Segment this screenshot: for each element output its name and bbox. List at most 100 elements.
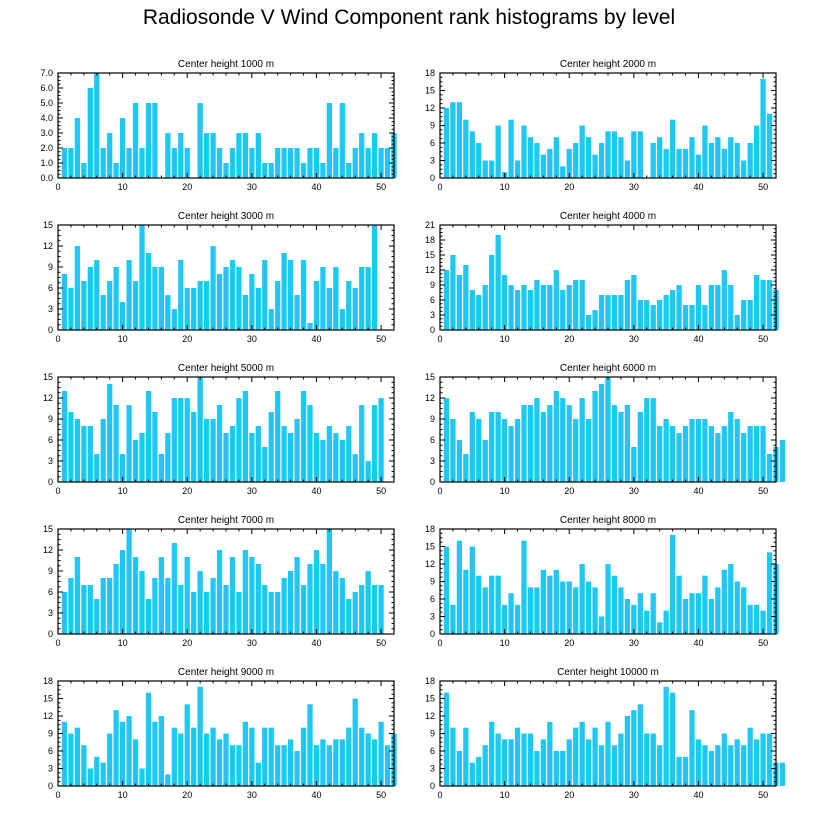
x-tick-label: 40: [311, 486, 321, 496]
y-tick-label: 0: [48, 629, 53, 639]
bar: [663, 610, 669, 634]
bar: [132, 440, 139, 482]
bar: [371, 405, 378, 482]
bar: [527, 405, 534, 482]
bar: [573, 143, 579, 178]
bar: [333, 267, 339, 330]
y-tick-label: 21: [425, 220, 435, 230]
bar: [682, 426, 689, 482]
y-tick-label: 15: [425, 250, 435, 260]
bar: [171, 543, 177, 634]
panel-title: Center height 7000 m: [178, 515, 274, 526]
y-tick-label: 3: [48, 764, 53, 774]
bar: [553, 569, 559, 634]
panel-1: Center height 1000 m 0 10 20 30 40 50 0.0 1.0 2.0…: [40, 59, 397, 192]
bar: [482, 285, 488, 330]
bar: [443, 692, 450, 786]
bar: [482, 587, 488, 634]
bar: [618, 412, 624, 482]
x-tick-label: 0: [55, 638, 60, 648]
bar: [165, 295, 171, 330]
bar: [152, 267, 158, 330]
bar: [326, 745, 333, 786]
bar: [766, 733, 773, 786]
bar: [242, 295, 249, 330]
bar: [268, 163, 274, 178]
bar: [229, 557, 236, 634]
bar: [139, 768, 145, 786]
bar: [74, 419, 81, 482]
bar: [68, 578, 74, 634]
bar: [158, 454, 165, 482]
bar: [585, 315, 592, 330]
main-title: Radiosonde V Wind Component rank histogr…: [142, 6, 676, 29]
y-tick-label: 12: [425, 103, 435, 113]
x-tick-label: 30: [247, 182, 257, 192]
bar: [255, 288, 261, 330]
x-tick-label: 0: [55, 790, 60, 800]
bar: [126, 148, 132, 178]
bar: [592, 587, 598, 634]
bar: [766, 454, 773, 482]
x-tick-label: 0: [437, 334, 442, 344]
bar: [113, 267, 119, 330]
bar: [294, 751, 300, 786]
bar: [540, 569, 547, 634]
bar: [702, 745, 708, 786]
bar: [534, 751, 540, 786]
bar: [307, 564, 313, 634]
y-tick-label: 3: [48, 304, 53, 314]
bar: [469, 290, 475, 330]
y-tick-label: 6: [48, 283, 53, 293]
bar: [495, 733, 501, 786]
bar: [450, 102, 456, 178]
bar: [87, 768, 93, 786]
panel-5: Center height 5000 m 0 10 20 30 40 50 0 3 6 9 12 15: [43, 363, 395, 496]
bar: [766, 552, 773, 634]
bar: [631, 447, 637, 482]
bar: [476, 575, 482, 634]
bar: [721, 733, 727, 786]
y-tick-label: 5.0: [40, 98, 53, 108]
bar: [346, 163, 352, 178]
bar: [598, 616, 605, 634]
y-tick-label: 12: [425, 265, 435, 275]
x-tick-label: 40: [311, 334, 321, 344]
x-tick-label: 50: [758, 638, 768, 648]
bar: [94, 260, 100, 330]
bar: [81, 163, 87, 178]
bar: [165, 433, 171, 482]
bar: [573, 587, 579, 634]
bar: [359, 267, 365, 330]
y-tick-label: 15: [425, 694, 435, 704]
bar: [592, 310, 598, 330]
bar: [61, 391, 68, 482]
y-tick-label: 6: [48, 587, 53, 597]
bar: [152, 103, 158, 178]
bar: [715, 433, 721, 482]
bar: [495, 575, 501, 634]
bar: [728, 745, 734, 786]
bar: [113, 405, 119, 482]
bar: [339, 309, 345, 330]
bar: [68, 412, 74, 482]
bar: [650, 305, 656, 330]
bar: [81, 585, 87, 634]
x-tick-label: 0: [437, 638, 442, 648]
x-tick-label: 50: [758, 334, 768, 344]
bar: [753, 275, 760, 330]
bar: [689, 419, 695, 482]
bar: [689, 593, 695, 634]
bar: [320, 564, 326, 634]
bar: [728, 285, 734, 330]
panel-2: Center height 2000 m 0 10 20 30 40 50 0 3 6 9 12 15 1…: [425, 59, 777, 192]
bar: [592, 391, 598, 482]
bar: [74, 727, 81, 786]
y-tick-label: 3.0: [40, 128, 53, 138]
bar: [74, 557, 81, 634]
bar: [339, 578, 345, 634]
bar: [566, 405, 572, 482]
y-tick-label: 3: [430, 156, 435, 166]
x-tick-label: 50: [758, 182, 768, 192]
bar: [514, 290, 521, 330]
